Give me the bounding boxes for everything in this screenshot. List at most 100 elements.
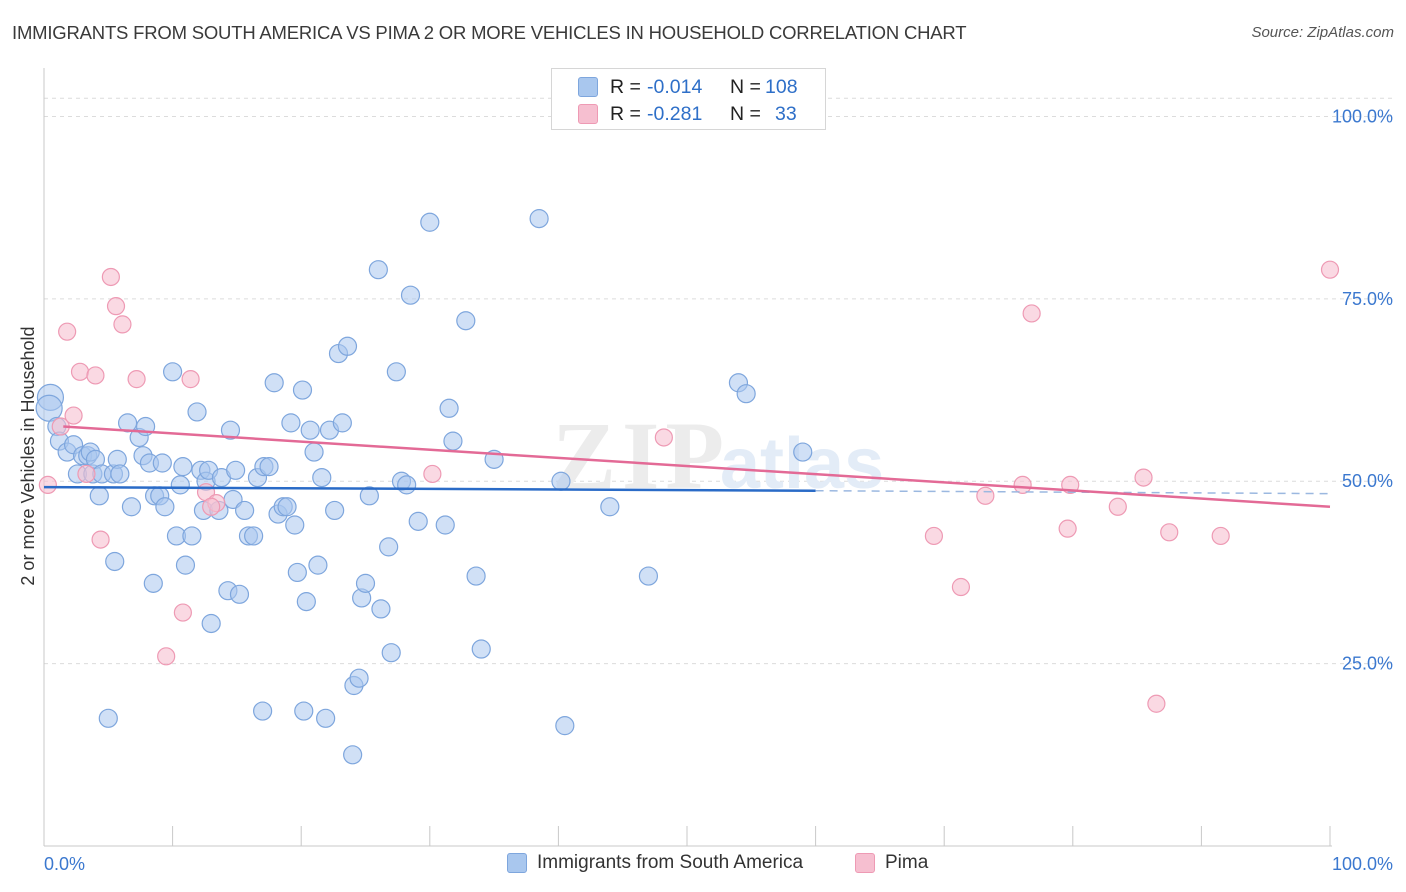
- data-point-immigrants: [308, 555, 328, 575]
- x-ticks: [172, 826, 1331, 846]
- legend-swatch-pima: [855, 853, 875, 873]
- data-point-pima: [101, 267, 120, 287]
- data-point-pima: [173, 603, 192, 622]
- data-point-immigrants: [287, 562, 307, 583]
- data-point-immigrants: [325, 500, 345, 521]
- stats-n-label: N =: [730, 102, 761, 125]
- data-point-pima: [106, 297, 126, 316]
- data-point-immigrants: [736, 384, 756, 404]
- data-point-immigrants: [117, 413, 138, 433]
- trend-line-immigrants: [43, 485, 816, 492]
- data-point-immigrants: [332, 413, 352, 433]
- data-point-pima: [654, 428, 673, 447]
- data-point-immigrants: [89, 486, 109, 506]
- data-point-immigrants: [371, 599, 391, 619]
- data-point-pima: [91, 530, 110, 549]
- x-tick-label-min: 0.0%: [44, 854, 85, 874]
- data-point-immigrants: [121, 497, 142, 517]
- data-point-pima: [1058, 519, 1077, 538]
- stats-r-value: -0.281: [647, 102, 703, 125]
- gridlines: [44, 97, 1392, 665]
- x-tick-label-max: 100.0%: [1332, 854, 1393, 874]
- legend-item-immigrants[interactable]: Immigrants from South America: [507, 852, 803, 874]
- data-point-immigrants: [175, 555, 196, 575]
- data-point-immigrants: [110, 464, 130, 484]
- data-point-immigrants: [253, 701, 273, 721]
- chart-source: Source: ZipAtlas.com: [1251, 24, 1394, 41]
- data-point-immigrants: [187, 402, 207, 422]
- chart-legend: Immigrants from South America Pima: [0, 852, 1406, 878]
- data-point-immigrants: [420, 212, 440, 232]
- stats-r-label: R =: [610, 75, 641, 98]
- legend-item-pima[interactable]: Pima: [855, 852, 928, 874]
- data-point-pima: [423, 464, 442, 484]
- data-point-immigrants: [235, 500, 255, 521]
- data-point-pima: [202, 497, 221, 516]
- data-point-immigrants: [386, 362, 406, 382]
- data-point-immigrants: [368, 260, 388, 280]
- data-point-pima: [1211, 526, 1230, 546]
- data-point-pima: [1022, 304, 1041, 323]
- data-point-immigrants: [400, 285, 421, 305]
- stats-r-value: -0.014: [647, 75, 703, 98]
- data-point-immigrants: [294, 701, 314, 721]
- data-point-immigrants: [638, 566, 659, 586]
- data-point-immigrants: [408, 511, 428, 531]
- data-point-pima: [1108, 497, 1127, 516]
- watermark-zip: ZIP: [552, 402, 730, 509]
- data-point-immigrants: [343, 745, 363, 765]
- data-point-immigrants: [456, 311, 476, 331]
- data-point-immigrants: [381, 643, 401, 663]
- legend-swatch-immigrants: [507, 853, 527, 873]
- data-point-immigrants: [143, 573, 163, 593]
- data-point-immigrants: [793, 442, 813, 462]
- data-point-immigrants: [292, 380, 313, 400]
- data-point-immigrants: [359, 486, 379, 506]
- watermark-atlas: atlas: [720, 424, 884, 504]
- data-point-immigrants: [337, 336, 358, 356]
- data-point-pima: [1134, 468, 1153, 487]
- data-point-immigrants: [98, 708, 118, 728]
- data-point-immigrants: [173, 457, 193, 477]
- y-tick-label: 100.0%: [1332, 106, 1393, 126]
- data-point-immigrants: [355, 573, 376, 593]
- trend-lines: [43, 425, 1331, 509]
- data-point-pima: [127, 370, 146, 389]
- data-point-pima: [86, 366, 105, 385]
- data-point-pima: [1147, 694, 1166, 713]
- data-point-immigrants: [259, 457, 279, 477]
- watermark: ZIP atlas: [552, 402, 884, 509]
- data-point-pima: [181, 370, 200, 389]
- legend-label-pima: Pima: [885, 852, 929, 873]
- data-point-pima: [1013, 475, 1032, 494]
- data-point-immigrants: [471, 639, 491, 659]
- data-point-immigrants: [443, 431, 463, 451]
- stats-swatch-pima: [578, 104, 598, 124]
- data-point-pima: [77, 464, 96, 484]
- stats-n-value: 108: [765, 75, 798, 98]
- data-point-immigrants: [170, 475, 190, 495]
- stats-n-value: 33: [775, 102, 797, 125]
- y-axis-label: 2 or more Vehicles in Household: [18, 326, 38, 585]
- y-tick-labels: 25.0% 50.0% 75.0% 100.0%: [1332, 106, 1393, 673]
- data-point-immigrants: [555, 716, 575, 736]
- stats-r-label: R =: [610, 102, 641, 125]
- data-point-immigrants: [300, 420, 320, 440]
- y-tick-label: 25.0%: [1342, 654, 1393, 674]
- data-point-pima: [157, 647, 176, 666]
- data-point-pima: [64, 406, 83, 425]
- y-tick-label: 75.0%: [1342, 289, 1393, 309]
- data-point-pima: [976, 486, 995, 505]
- data-point-pima: [1160, 523, 1179, 542]
- stats-swatch-immigrants: [578, 77, 598, 97]
- data-point-pima: [924, 526, 944, 546]
- data-point-immigrants: [529, 209, 549, 229]
- data-point-immigrants: [264, 373, 284, 393]
- data-point-immigrants: [397, 475, 417, 495]
- data-point-immigrants: [226, 460, 246, 480]
- data-point-pima: [113, 315, 132, 334]
- data-point-pima: [38, 475, 57, 494]
- stats-n-label: N =: [730, 75, 761, 98]
- data-point-immigrants: [281, 413, 301, 433]
